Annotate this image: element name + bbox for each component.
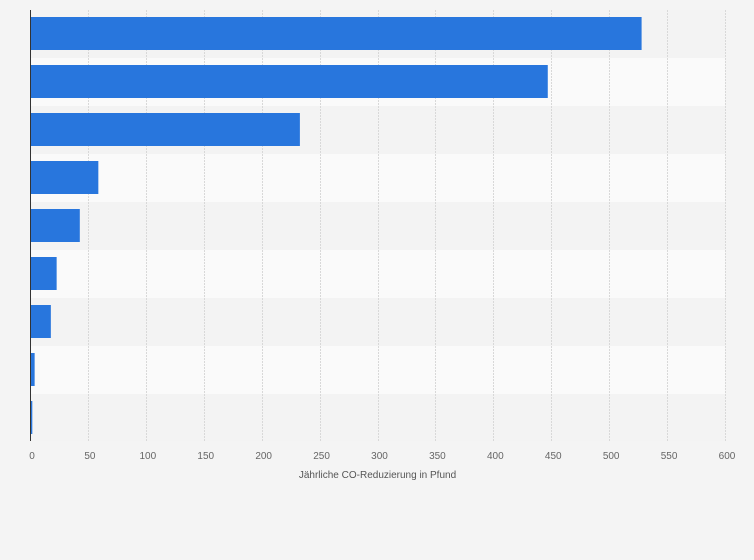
x-tick-labels: 0 50 100 150 200 250 300 350 400 450 500 550 600 <box>29 451 736 462</box>
bars <box>30 17 642 434</box>
bar[interactable] <box>30 17 642 50</box>
row-band <box>30 394 725 441</box>
bar[interactable] <box>30 209 80 242</box>
x-tick-label: 450 <box>545 451 562 462</box>
x-tick-label: 300 <box>371 451 388 462</box>
bar[interactable] <box>30 305 51 338</box>
row-band <box>30 202 725 250</box>
x-tick-label: 0 <box>29 451 35 462</box>
bar[interactable] <box>30 401 33 434</box>
x-tick-label: 250 <box>313 451 330 462</box>
row-band <box>30 346 725 394</box>
x-tick-label: 600 <box>719 451 736 462</box>
x-tick-label: 550 <box>661 451 678 462</box>
row-band <box>30 298 725 346</box>
bar[interactable] <box>30 257 57 290</box>
x-tick-label: 150 <box>197 451 214 462</box>
bar[interactable] <box>30 353 35 386</box>
x-tick-label: 350 <box>429 451 446 462</box>
x-tick-label: 500 <box>603 451 620 462</box>
x-tick-label: 400 <box>487 451 504 462</box>
row-band <box>30 250 725 298</box>
x-tick-label: 50 <box>84 451 96 462</box>
bar[interactable] <box>30 113 300 146</box>
x-axis-title: Jährliche CO-Reduzierung in Pfund <box>299 470 456 481</box>
x-tick-label: 200 <box>255 451 272 462</box>
bar[interactable] <box>30 65 548 98</box>
bar[interactable] <box>30 161 99 194</box>
x-tick-label: 100 <box>139 451 156 462</box>
row-band <box>30 154 725 202</box>
